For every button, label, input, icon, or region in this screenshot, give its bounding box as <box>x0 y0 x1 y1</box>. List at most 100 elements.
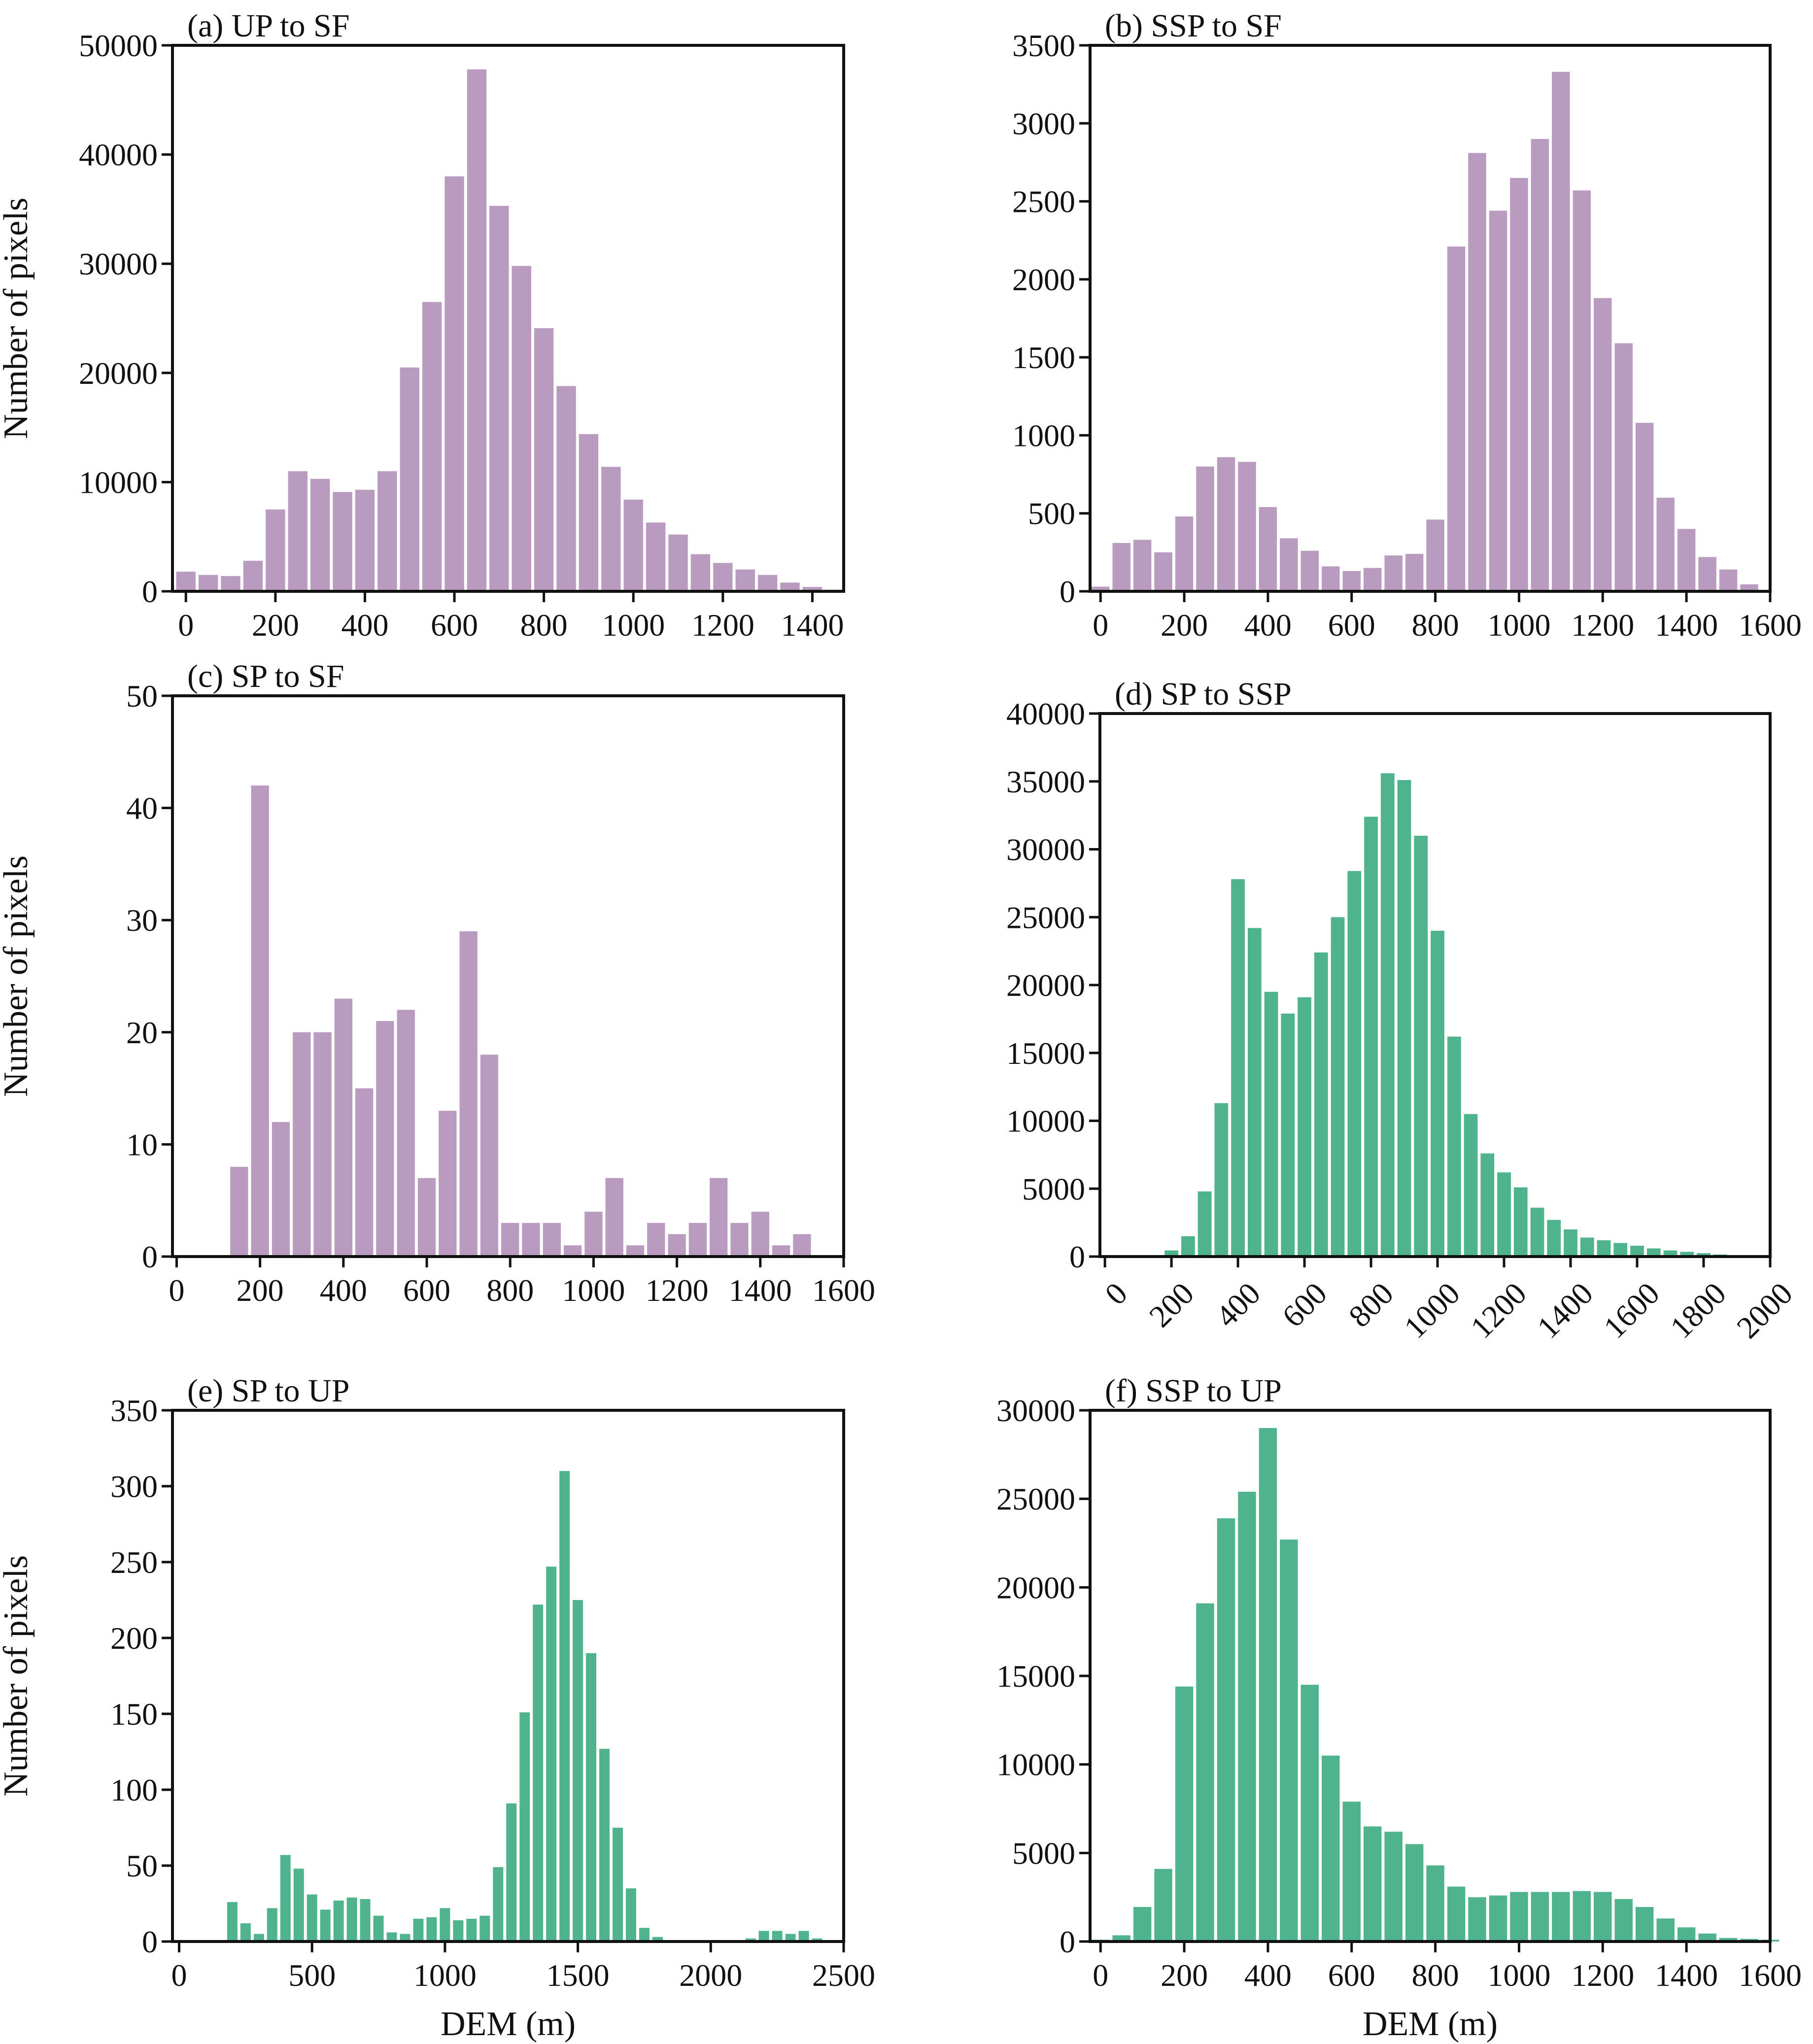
panel-d: 0500010000150002000025000300003500040000… <box>1006 676 1799 1345</box>
histogram-bar <box>757 575 778 591</box>
x-tick-label: 2000 <box>1730 1276 1799 1345</box>
histogram-bar <box>1646 1248 1661 1257</box>
y-tick-label: 1500 <box>1012 340 1075 375</box>
x-tick-label: 400 <box>320 1273 367 1308</box>
histogram-bar <box>1380 773 1395 1257</box>
histogram-bar <box>512 266 531 591</box>
x-tick-label: 400 <box>1244 608 1292 643</box>
histogram-bar <box>710 1178 728 1257</box>
histogram-bar <box>1197 1191 1212 1257</box>
histogram-bar <box>1480 1153 1495 1257</box>
y-tick-label: 40000 <box>79 137 158 172</box>
histogram-bar <box>1613 1243 1628 1257</box>
histogram-bar <box>601 467 621 591</box>
histogram-bar <box>1164 1250 1178 1257</box>
histogram-bar <box>280 1855 291 1942</box>
histogram-bar <box>355 489 375 591</box>
histogram-bar <box>1573 190 1591 591</box>
panel-title: (b) SSP to SF <box>1105 8 1282 44</box>
histogram-bar <box>1300 550 1319 591</box>
y-tick-label: 20 <box>126 1015 158 1050</box>
x-tick-label: 1600 <box>812 1273 875 1308</box>
x-tick-label: 1200 <box>1571 1958 1634 1993</box>
histogram-bar <box>772 1245 790 1257</box>
histogram-bar <box>346 1897 357 1942</box>
histogram-bar <box>176 572 196 591</box>
y-tick-label: 200 <box>110 1621 158 1656</box>
histogram-bar <box>1364 1826 1382 1942</box>
histogram-bar <box>240 1923 251 1942</box>
histogram-bar <box>422 302 442 591</box>
x-tick-label: 0 <box>1093 608 1108 643</box>
histogram-bar <box>467 69 487 592</box>
histogram-bar <box>652 1937 663 1942</box>
histogram-bar <box>1231 879 1245 1257</box>
x-tick-label: 1200 <box>646 1273 709 1308</box>
histogram-bar <box>1530 1207 1544 1257</box>
panel-title: (d) SP to SSP <box>1115 676 1292 712</box>
histogram-bar <box>1656 498 1675 591</box>
y-tick-label: 15000 <box>1006 1036 1085 1071</box>
histogram-bar <box>397 1010 415 1257</box>
histogram-bar <box>1677 1927 1696 1942</box>
panel-title: (c) SP to SF <box>187 658 344 694</box>
histogram-bar <box>1112 1935 1130 1942</box>
y-tick-label: 10000 <box>1006 1104 1085 1139</box>
histogram-bar <box>320 1909 331 1942</box>
histogram-bar <box>1531 138 1549 591</box>
y-tick-label: 40000 <box>1006 696 1085 731</box>
histogram-bar <box>1564 1229 1577 1257</box>
x-tick-label: 200 <box>237 1273 284 1308</box>
histogram-bar <box>623 499 643 591</box>
x-tick-label: 1600 <box>1739 608 1802 643</box>
histogram-bar <box>1464 1114 1478 1257</box>
histogram-bar <box>243 560 263 591</box>
y-tick-label: 0 <box>1060 574 1075 609</box>
x-tick-label: 400 <box>341 608 388 643</box>
histogram-bar <box>1154 552 1172 591</box>
histogram-bar <box>1342 571 1361 591</box>
histogram-bar <box>668 534 688 591</box>
plot-frame <box>171 44 845 593</box>
histogram-bar <box>501 1223 519 1257</box>
x-tick-label: 1000 <box>1487 608 1550 643</box>
x-tick-label: 1000 <box>1397 1276 1467 1345</box>
histogram-bar <box>1238 462 1256 591</box>
plot-frame <box>1089 44 1772 593</box>
histogram-bar <box>376 1021 394 1257</box>
histogram-bar <box>1384 1832 1403 1942</box>
histogram-bar <box>1133 540 1152 591</box>
histogram-bar <box>221 576 240 591</box>
histogram-bar <box>1468 153 1486 591</box>
histogram-bar <box>613 1828 623 1942</box>
x-tick-label: 0 <box>1093 1958 1108 1993</box>
histogram-bar <box>1264 991 1278 1257</box>
histogram-bar <box>1468 1897 1486 1942</box>
histogram-bar <box>1447 1036 1461 1257</box>
histogram-bar <box>267 1908 277 1942</box>
histogram-bar <box>333 492 352 591</box>
histogram-bar <box>373 1915 384 1942</box>
panel-e: 0 50 100 150 200 250 300 350 0 500 1000 1500 2000 250… <box>0 1373 875 2043</box>
y-tick-label: 50000 <box>79 28 158 63</box>
histogram-bar <box>445 176 464 591</box>
histogram-bar <box>1092 586 1110 591</box>
histogram-bar <box>253 1934 264 1942</box>
x-tick-label: 600 <box>1328 1958 1375 1993</box>
histogram-bar <box>1196 466 1214 591</box>
histogram-bar <box>417 1178 436 1257</box>
histogram-bar <box>735 569 755 591</box>
histogram-bar <box>772 1931 783 1942</box>
y-tick-label: 25000 <box>1006 900 1085 935</box>
histogram-bar <box>1594 298 1612 591</box>
histogram-bar <box>198 575 218 591</box>
histogram-bar <box>1614 343 1633 591</box>
y-tick-label: 30000 <box>79 246 158 281</box>
x-tick-label: 1500 <box>547 1958 610 1993</box>
x-tick-label: 1000 <box>602 608 665 643</box>
histogram-bar <box>453 1920 464 1942</box>
panel-title: (f) SSP to UP <box>1105 1373 1282 1409</box>
y-tick-label: 30000 <box>996 1393 1075 1428</box>
y-tick-label: 20000 <box>996 1570 1075 1605</box>
plot-frame <box>171 694 845 1258</box>
